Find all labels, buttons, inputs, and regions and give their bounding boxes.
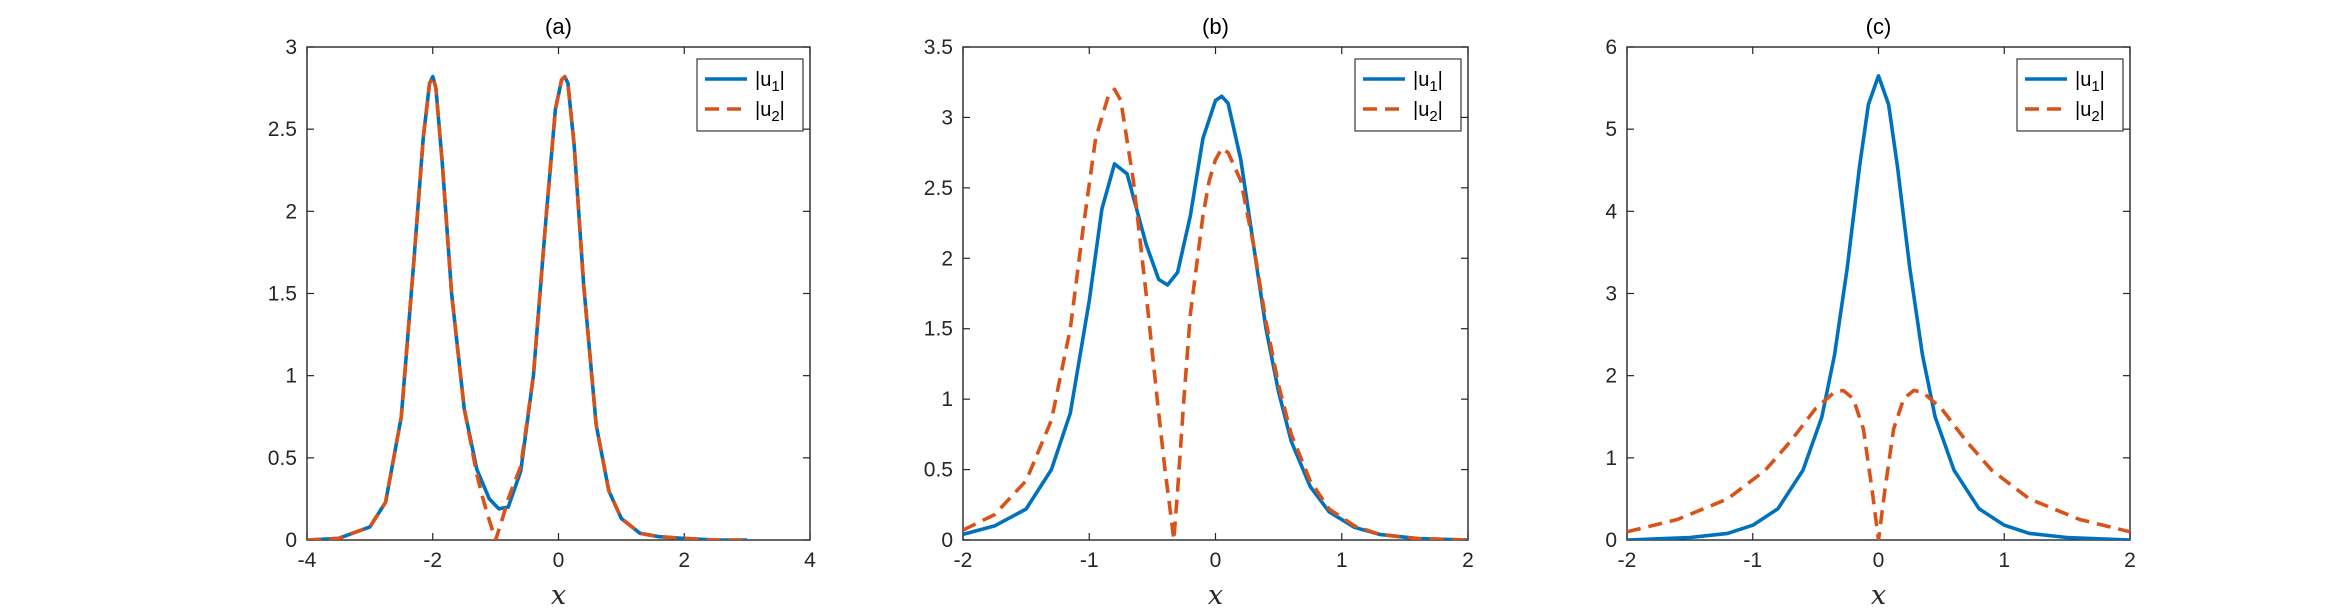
y-tick-label: 1.5 <box>924 318 953 341</box>
x-tick-label: 1 <box>1336 549 1348 572</box>
x-axis-label: x <box>1871 580 1886 611</box>
y-tick-label: 3.5 <box>924 36 953 59</box>
y-tick-label: 2.5 <box>268 118 297 141</box>
chart-title: (c) <box>1866 14 1892 39</box>
x-tick-label: 2 <box>2124 549 2136 572</box>
y-tick-label: 4 <box>1605 200 1617 223</box>
y-tick-label: 1 <box>941 388 953 411</box>
legend-label-u1: |u1| <box>2075 69 2105 95</box>
x-tick-label: -2 <box>423 549 442 572</box>
legend-box <box>2016 58 2124 132</box>
y-tick-label: 1 <box>285 365 297 388</box>
series-line-u2 <box>1627 388 2130 540</box>
y-tick-label: 2.5 <box>924 177 953 200</box>
series-line-u1 <box>307 74 748 540</box>
x-tick-label: 1 <box>1998 549 2010 572</box>
legend: |u1| |u2| <box>696 58 804 132</box>
x-tick-label: 0 <box>553 549 565 572</box>
legend: |u1| |u2| <box>1354 58 1462 132</box>
legend-label-u1: |u1| <box>755 69 785 95</box>
legend: |u1| |u2| <box>2016 58 2124 132</box>
legend-label-u1: |u1| <box>1413 69 1443 95</box>
x-tick-label: -2 <box>1618 549 1637 572</box>
y-tick-label: 1 <box>1605 447 1617 470</box>
chart-title: (a) <box>545 14 572 39</box>
chart-panel-a: -4 -2 0 2 4 0 0.5 1 1.5 2 2.5 3 (a) x |u1| |u2| <box>268 14 816 611</box>
y-tick-label: 3 <box>285 36 297 59</box>
y-tick-label: 3 <box>941 106 953 129</box>
series-line-u1 <box>1627 74 2130 540</box>
x-tick-label: 2 <box>1462 549 1474 572</box>
x-tick-label: -1 <box>1743 549 1762 572</box>
y-tick-label: 0.5 <box>268 447 297 470</box>
x-tick-label: -4 <box>298 549 317 572</box>
x-tick-label: 4 <box>804 549 816 572</box>
x-tick-label: 0 <box>1873 549 1885 572</box>
legend-label-u2: |u2| <box>755 99 785 125</box>
x-tick-label: 2 <box>678 549 690 572</box>
y-tick-label: 0 <box>285 529 297 552</box>
chart-panel-c: -2 -1 0 1 2 0 1 2 3 4 5 6 (c) x |u1| |u2| <box>1605 14 2136 611</box>
series-line-u2 <box>963 87 1468 540</box>
x-axis-label: x <box>1208 580 1223 611</box>
y-tick-label: 3 <box>1605 283 1617 306</box>
x-tick-label: -1 <box>1080 549 1099 572</box>
chart-title: (b) <box>1202 14 1229 39</box>
x-tick-label: 0 <box>1210 549 1222 572</box>
y-tick-label: 0.5 <box>924 459 953 482</box>
x-axis-label: x <box>551 580 566 611</box>
series-line-u1 <box>963 94 1468 540</box>
chart-panel-b: -2 -1 0 1 2 0 0.5 1 1.5 2 2.5 3 3.5 (b) x |u1| |u2| <box>924 14 1474 611</box>
y-tick-label: 2 <box>285 200 297 223</box>
y-tick-label: 2 <box>941 247 953 270</box>
x-tick-label: -2 <box>954 549 973 572</box>
legend-box <box>696 58 804 132</box>
y-tick-label: 5 <box>1605 118 1617 141</box>
series-line-u2 <box>307 74 748 540</box>
legend-label-u2: |u2| <box>2075 99 2105 125</box>
y-tick-label: 1.5 <box>268 283 297 306</box>
y-tick-label: 0 <box>1605 529 1617 552</box>
legend-label-u2: |u2| <box>1413 99 1443 125</box>
y-tick-label: 0 <box>941 529 953 552</box>
y-tick-label: 2 <box>1605 365 1617 388</box>
legend-box <box>1354 58 1462 132</box>
y-tick-label: 6 <box>1605 36 1617 59</box>
